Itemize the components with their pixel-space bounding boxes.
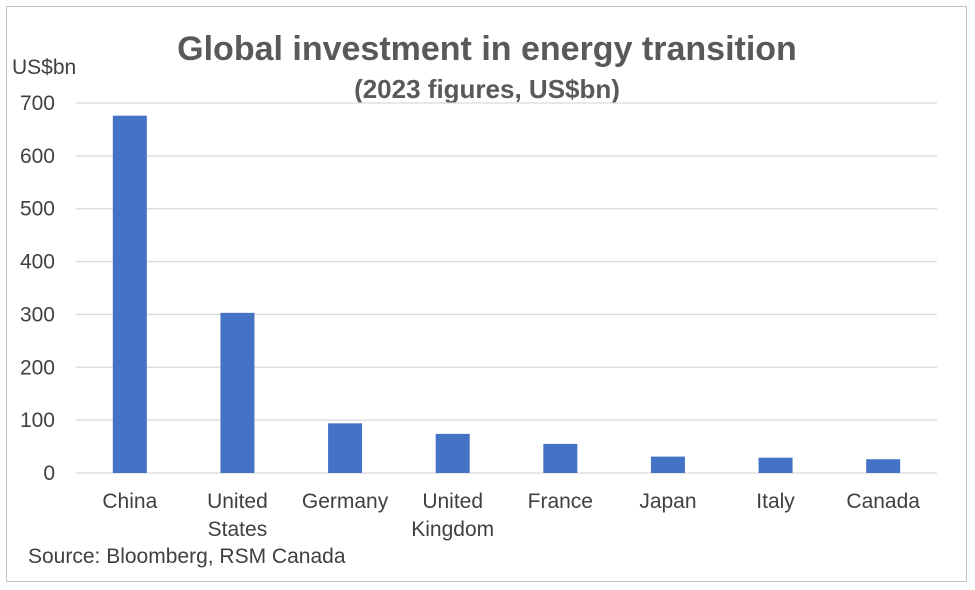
- bar: [650, 456, 685, 473]
- x-tick-label: China: [102, 490, 157, 513]
- bar: [435, 433, 470, 473]
- y-tick-label: 100: [20, 409, 55, 432]
- bar: [328, 423, 363, 473]
- gridlines: [76, 102, 937, 474]
- source-note: Source: Bloomberg, RSM Canada: [28, 545, 346, 568]
- y-tick-label: 200: [20, 356, 55, 379]
- y-tick-label: 0: [43, 462, 55, 485]
- x-tick-label: France: [528, 490, 593, 513]
- bars: [112, 115, 901, 473]
- x-tick-label: United States: [207, 490, 268, 541]
- bar: [866, 459, 901, 473]
- y-tick-label: 400: [20, 251, 55, 274]
- x-tick-label: Japan: [639, 490, 696, 513]
- chart-frame: [6, 6, 967, 582]
- y-tick-label: 700: [20, 92, 55, 115]
- bar: [758, 457, 793, 473]
- x-tick-label: Germany: [302, 490, 389, 513]
- x-tick-label: Italy: [756, 490, 795, 513]
- bar: [112, 115, 147, 473]
- y-axis-label: US$bn: [12, 56, 76, 79]
- y-tick-label: 600: [20, 145, 55, 168]
- y-tick-label: 500: [20, 198, 55, 221]
- x-axis-ticks: China United States Germany United Kingdom Fra…: [102, 490, 920, 541]
- x-tick-label: Canada: [846, 490, 920, 513]
- bar: [220, 312, 255, 473]
- x-tick-label: United Kingdom: [411, 490, 494, 541]
- y-tick-label: 300: [20, 303, 55, 326]
- chart-title: Global investment in energy transition: [177, 30, 797, 68]
- chart-subtitle: (2023 figures, US$bn): [354, 74, 620, 104]
- bar: [543, 443, 578, 473]
- y-axis-ticks: 0 100 200 300 400 500 600 700: [20, 92, 55, 485]
